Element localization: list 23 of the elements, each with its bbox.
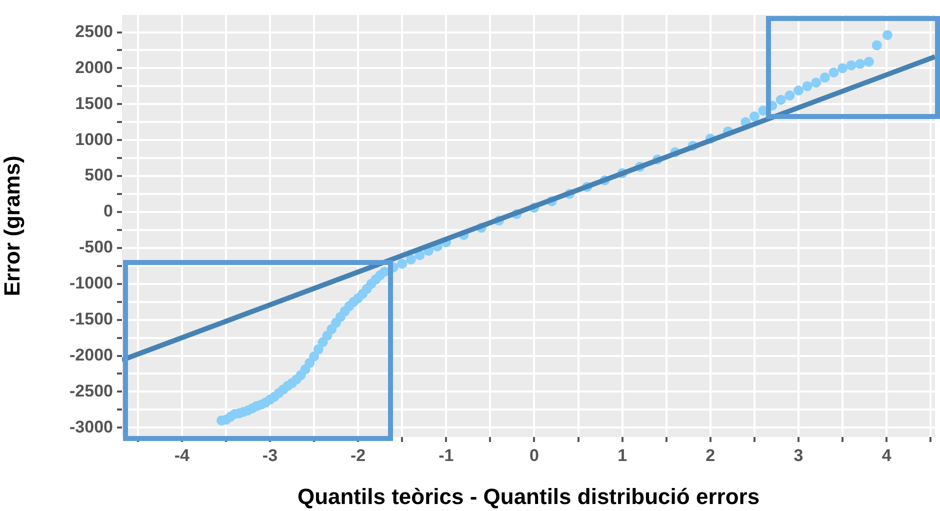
y-tick-label: -2500 xyxy=(70,381,113,400)
x-tick-label: -3 xyxy=(262,446,278,465)
x-tick-label: -4 xyxy=(174,446,190,465)
y-tick-label: 500 xyxy=(84,166,113,185)
y-tick-label: -1500 xyxy=(70,310,113,329)
x-tick-label: 1 xyxy=(618,446,628,465)
y-axis-title: Error (grams) xyxy=(0,156,24,296)
y-tick-label: -1000 xyxy=(70,274,113,293)
x-tick-label: 3 xyxy=(794,446,804,465)
y-tick-label: -3000 xyxy=(70,417,113,436)
y-tick-label: 2500 xyxy=(75,22,113,41)
x-axis-title: Quantils teòrics - Quantils distribució errors xyxy=(297,484,760,509)
x-tick-label: -2 xyxy=(350,446,366,465)
y-tick-label: 2000 xyxy=(75,58,113,77)
y-tick-label: 0 xyxy=(104,202,113,221)
x-tick-label: -1 xyxy=(438,446,454,465)
y-tick-label: -2000 xyxy=(70,345,113,364)
y-tick-label: 1500 xyxy=(75,94,113,113)
x-tick-label: 4 xyxy=(882,446,892,465)
x-tick-label: 2 xyxy=(706,446,716,465)
x-tick-label: 0 xyxy=(529,446,539,465)
y-tick-label: -500 xyxy=(78,238,113,257)
y-tick-label: 1000 xyxy=(75,130,113,149)
